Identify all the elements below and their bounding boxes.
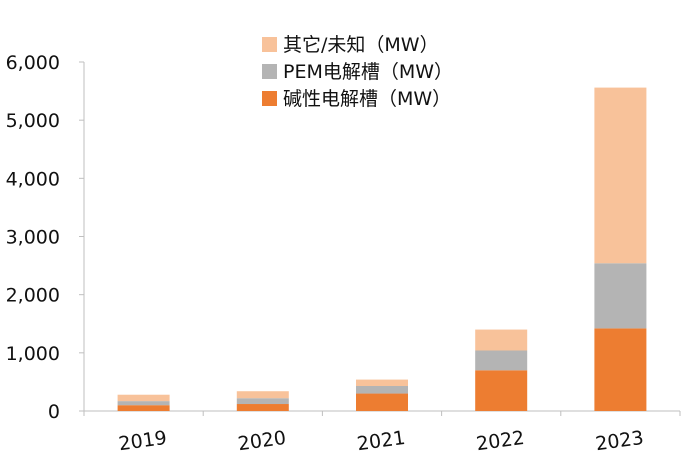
- bar-segment-2020-series-2: [236, 398, 289, 405]
- bar-segment-2022-series-1: [475, 370, 528, 411]
- x-tick-label: 2022: [475, 427, 526, 456]
- y-axis: 0 1,000 2,000 3,000 4,000 5,000 6,000: [6, 52, 85, 423]
- x-tick-label: 2023: [594, 427, 645, 456]
- x-axis: 2019 2020 2021 2022 2023: [83, 410, 681, 456]
- y-tick-label: 4,000: [6, 168, 60, 190]
- bar-segment-2022-series-2: [475, 350, 528, 371]
- y-tick-label: 5,000: [6, 110, 60, 132]
- bar-segment-2019-series-2: [117, 401, 170, 406]
- x-tick-label: 2021: [356, 427, 407, 456]
- legend-label: 其它/未知（MW）: [283, 34, 439, 56]
- bar-segment-2019-series-3: [117, 394, 170, 402]
- x-tick-label: 2020: [236, 427, 287, 456]
- bar-segment-2023-series-3: [594, 87, 647, 264]
- bar-segment-2023-series-1: [594, 328, 647, 411]
- y-tick-label: 3,000: [6, 227, 60, 249]
- bar-segment-2021-series-2: [356, 385, 408, 394]
- y-tick-label: 2,000: [6, 285, 60, 307]
- bar-segment-2021-series-3: [356, 379, 408, 386]
- bar-segment-2022-series-3: [475, 329, 528, 351]
- bar-segment-2021-series-1: [356, 393, 408, 411]
- bar-segment-2020-series-3: [236, 391, 289, 399]
- legend-swatch: [262, 37, 277, 52]
- x-tick-label: 2019: [117, 427, 168, 456]
- bars-group: [117, 87, 647, 411]
- bar-segment-2020-series-1: [236, 404, 289, 411]
- legend: 其它/未知（MW） PEM电解槽（MW） 碱性电解槽（MW）: [262, 34, 453, 110]
- y-tick-label: 6,000: [6, 52, 60, 74]
- legend-label: PEM电解槽（MW）: [283, 61, 453, 83]
- legend-label: 碱性电解槽（MW）: [283, 88, 451, 110]
- bar-segment-2019-series-1: [117, 405, 170, 411]
- bar-segment-2023-series-2: [594, 263, 647, 329]
- y-tick-label: 1,000: [6, 343, 60, 365]
- legend-swatch: [262, 64, 277, 79]
- y-tick-label: 0: [48, 401, 60, 423]
- legend-swatch: [262, 91, 277, 106]
